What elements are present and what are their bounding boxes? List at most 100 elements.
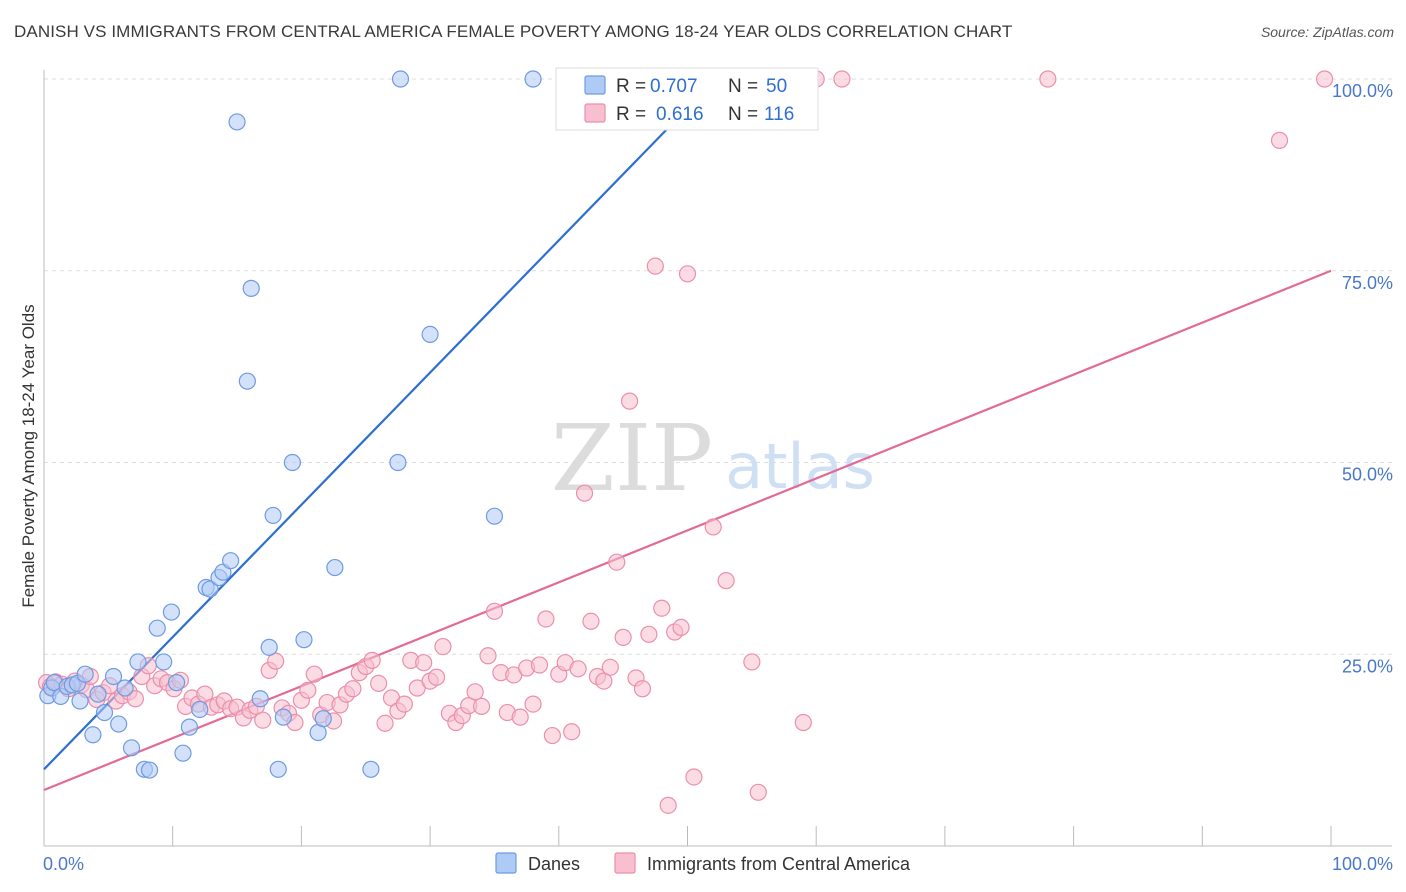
y-tick-label-25: 25.0% [1342, 656, 1393, 676]
central-point-68 [466, 683, 484, 701]
legend-danes-label: Danes [528, 854, 580, 874]
central-point-54 [376, 714, 394, 732]
y-tick-label-75: 75.0% [1342, 273, 1393, 293]
central-point-95 [640, 625, 658, 643]
danes-point-38 [274, 708, 292, 726]
danes-point-10 [89, 685, 107, 703]
stats-central-swatch [584, 103, 606, 123]
danes-point-46 [391, 70, 410, 88]
danes-point-20 [155, 653, 173, 671]
y-axis-title: Female Poverty Among 18-24 Year Olds [19, 304, 38, 607]
central-point-63 [434, 637, 452, 656]
danes-point-32 [238, 372, 256, 390]
x-tick-label-100: 100.0% [1332, 854, 1393, 874]
central-point-83 [563, 723, 581, 741]
danes-point-35 [260, 638, 278, 656]
legend-danes-swatch [495, 852, 517, 874]
danes-point-25 [191, 700, 209, 719]
central-point-107 [749, 783, 767, 801]
danes-point-18 [140, 761, 159, 779]
danes-point-36 [264, 506, 282, 525]
central-point-91 [614, 628, 632, 646]
danes-point-23 [174, 744, 192, 762]
danes-point-16 [129, 653, 147, 671]
stats-danes-r-value: 0.707 [650, 76, 698, 97]
danes-point-15 [122, 739, 141, 757]
danes-point-48 [485, 507, 504, 525]
danes-point-27 [201, 580, 219, 598]
danes-point-44 [362, 760, 380, 778]
central-point-77 [524, 695, 542, 713]
danes-point-43 [326, 558, 344, 577]
central-point-112 [1270, 131, 1289, 149]
gridlines [44, 78, 1392, 655]
central-point-78 [530, 656, 549, 674]
danes-point-8 [76, 665, 94, 683]
danes-point-30 [222, 552, 240, 570]
danes-point-12 [104, 667, 123, 686]
danes-point-33 [242, 279, 260, 297]
central-point-15 [126, 690, 144, 708]
y-tick-label-100: 100.0% [1332, 81, 1393, 101]
danes-point-9 [84, 726, 102, 744]
central-point-102 [685, 768, 703, 786]
central-point-70 [479, 647, 497, 665]
central-point-60 [415, 654, 433, 672]
central-point-71 [485, 602, 504, 620]
central-point-49 [344, 680, 362, 698]
central-point-106 [743, 653, 761, 671]
central-point-100 [672, 618, 690, 637]
danes-point-40 [295, 631, 313, 649]
x-axis-ticks [172, 826, 1332, 846]
central-point-52 [363, 651, 381, 669]
central-point-110 [833, 70, 851, 88]
danes-point-42 [314, 710, 332, 728]
central-point-113 [1315, 70, 1334, 88]
central-point-96 [646, 257, 664, 275]
watermark: ZIP atlas [551, 405, 875, 512]
central-point-35 [254, 711, 272, 729]
danes-point-39 [283, 453, 301, 472]
central-point-86 [582, 612, 600, 630]
stats-danes-r-label: R = [616, 76, 646, 97]
central-point-85 [575, 484, 594, 502]
central-point-111 [1039, 70, 1057, 88]
central-point-104 [717, 572, 735, 590]
central-point-43 [305, 665, 323, 683]
central-point-98 [659, 796, 677, 814]
central-point-69 [472, 697, 491, 716]
central-point-84 [569, 660, 587, 678]
danes-point-22 [167, 674, 186, 692]
y-tick-label-50: 50.0% [1342, 465, 1393, 485]
central-point-53 [370, 674, 388, 692]
central-point-97 [653, 599, 671, 617]
stats-danes-n-value: 50 [766, 76, 787, 97]
danes-point-7 [71, 692, 89, 710]
stats-central-n-value: 116 [764, 104, 794, 125]
central-point-103 [704, 518, 722, 536]
central-point-79 [537, 610, 555, 628]
central-point-88 [595, 672, 613, 690]
central-point-90 [608, 553, 626, 571]
chart-title: DANISH VS IMMIGRANTS FROM CENTRAL AMERIC… [14, 22, 1013, 41]
danes-point-34 [251, 690, 269, 708]
x-tick-labels: 0.0% 100.0% [43, 854, 1393, 874]
central-point-75 [511, 708, 529, 726]
axes [43, 70, 1392, 847]
central-point-94 [633, 680, 652, 698]
stats-central-r-label: R = [616, 104, 646, 125]
central-point-62 [427, 668, 446, 686]
watermark-zip: ZIP [551, 405, 713, 512]
y-tick-labels: 25.0% 50.0% 75.0% 100.0% [1332, 81, 1393, 676]
central-point-101 [678, 265, 697, 283]
danes-point-47 [421, 325, 439, 344]
bottom-legend: Danes Immigrants from Central America [495, 852, 911, 874]
source-label: Source: ZipAtlas.com [1260, 24, 1394, 40]
central-point-42 [299, 681, 317, 699]
stats-danes-swatch [584, 75, 606, 95]
watermark-atlas: atlas [725, 430, 875, 503]
danes-point-24 [180, 718, 199, 736]
stats-central-r-value: 0.616 [656, 104, 704, 125]
central-point-109 [794, 713, 812, 732]
central-point-80 [543, 726, 561, 745]
